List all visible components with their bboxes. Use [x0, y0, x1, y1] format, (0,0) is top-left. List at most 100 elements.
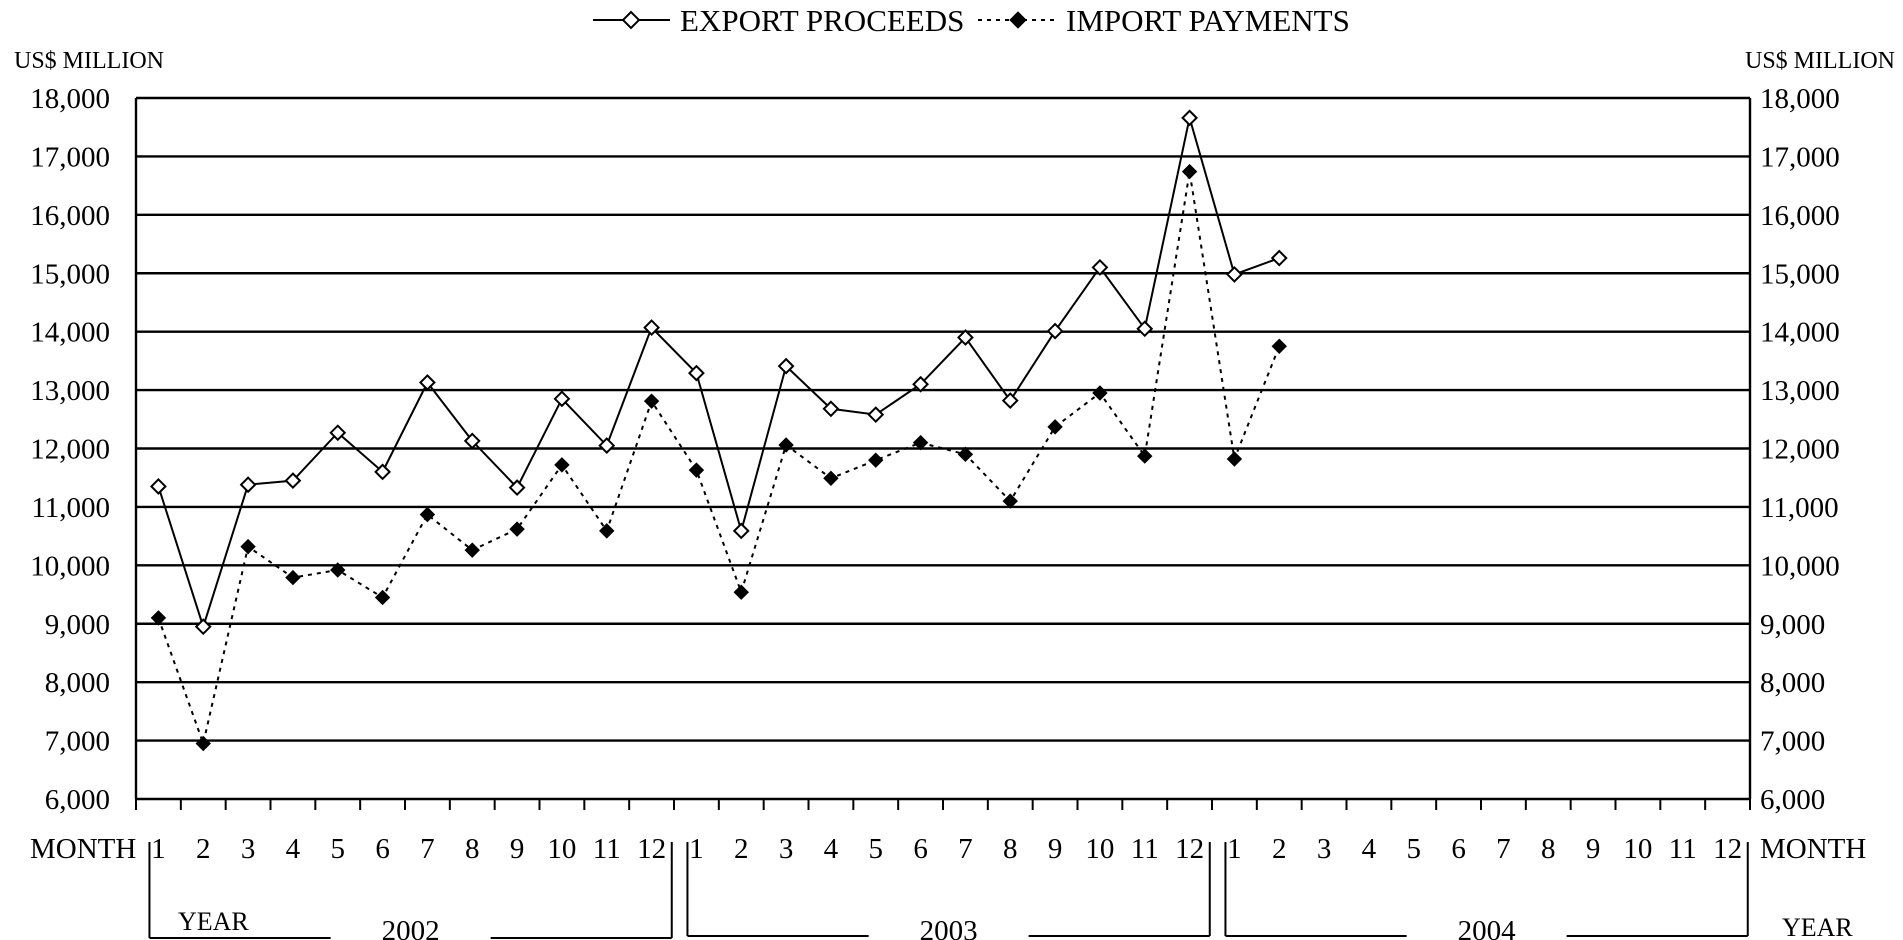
month-label-left: MONTH	[30, 833, 136, 865]
data-point	[778, 437, 794, 453]
data-point	[150, 478, 167, 495]
month-tick-label: 6	[375, 833, 390, 865]
month-tick-label: 4	[1362, 833, 1377, 865]
data-point	[464, 542, 480, 558]
y-tick-label-left: 9,000	[45, 609, 110, 641]
y-tick-label-right: 11,000	[1760, 492, 1839, 524]
y-tick-label-left: 15,000	[30, 258, 110, 290]
data-point	[1226, 451, 1243, 467]
data-point	[643, 393, 660, 409]
month-tick-label: 9	[510, 833, 525, 865]
y-tick-label-left: 17,000	[30, 141, 110, 173]
y-tick-label-left: 8,000	[45, 667, 110, 699]
month-tick-label: 2	[196, 833, 211, 865]
data-point	[1181, 109, 1198, 127]
data-point	[374, 463, 391, 481]
data-point	[957, 446, 974, 463]
legend-marker-export	[621, 10, 641, 30]
year-label: 2003	[920, 915, 978, 940]
month-tick-label: 3	[779, 833, 794, 865]
y-tick-label-left: 11,000	[31, 492, 110, 524]
month-label-right: MONTH	[1760, 833, 1866, 865]
month-tick-label: 7	[420, 833, 435, 865]
month-tick-label: 2	[1272, 833, 1287, 865]
data-point	[239, 476, 257, 494]
data-point	[598, 437, 616, 454]
month-tick-label: 8	[1541, 833, 1556, 865]
data-point	[374, 589, 391, 606]
data-point	[868, 452, 884, 468]
month-tick-label: 4	[824, 833, 839, 865]
data-point	[867, 406, 885, 424]
y-ticks-left: 6,000 7,000 8,000 9,000 10,000 11,000 12,000 13…	[30, 83, 110, 816]
y-tick-label-right: 12,000	[1760, 434, 1840, 466]
data-point	[329, 424, 347, 442]
series-export-proceeds	[150, 109, 1288, 636]
y-tick-label-right: 7,000	[1760, 726, 1825, 758]
data-point	[1271, 338, 1287, 354]
y-tick-label-right: 9,000	[1760, 609, 1825, 641]
data-point	[1047, 419, 1063, 435]
legend-marker-import	[1009, 11, 1027, 29]
data-point	[150, 610, 167, 626]
month-tick-label: 12	[637, 833, 666, 865]
x-ticks	[135, 799, 1751, 810]
data-point	[1092, 385, 1108, 401]
data-point	[1137, 448, 1153, 464]
month-tick-label: 3	[241, 833, 256, 865]
month-tick-label: 10	[1623, 833, 1652, 865]
data-point	[912, 434, 929, 451]
month-labels: 1 2 3 4 5 6 7 8 9 10 11 12 1 2 3 4 5 6 7 8 9 10 11 12 1 2 3 4 5 6 7 8 9 1…	[151, 833, 1742, 865]
data-point	[463, 432, 481, 450]
year-label: 2004	[1458, 915, 1517, 940]
data-point	[599, 523, 615, 539]
data-point	[553, 390, 571, 408]
y-axis-label-right: US$ MILLION	[1745, 48, 1895, 74]
y-tick-label-right: 18,000	[1760, 83, 1840, 115]
y-tick-label-right: 8,000	[1760, 667, 1825, 699]
y-tick-label-left: 18,000	[30, 83, 110, 115]
y-tick-label-right: 16,000	[1760, 200, 1840, 232]
legend-label-export: EXPORT PROCEEDS	[680, 3, 964, 38]
data-point	[1001, 392, 1019, 410]
y-tick-label-left: 14,000	[30, 317, 110, 349]
y-tick-label-right: 14,000	[1760, 317, 1840, 349]
month-tick-label: 8	[465, 833, 480, 865]
month-tick-label: 9	[1048, 833, 1063, 865]
gridlines	[134, 96, 1752, 801]
data-point	[284, 472, 302, 490]
data-point	[643, 319, 660, 336]
data-point	[330, 562, 346, 578]
legend-label-import: IMPORT PAYMENTS	[1066, 3, 1350, 38]
month-tick-label: 6	[913, 833, 928, 865]
data-point	[1226, 266, 1243, 283]
data-point	[508, 479, 526, 497]
month-tick-label: 12	[1713, 833, 1742, 865]
y-ticks-right: 6,000 7,000 8,000 9,000 10,000 11,000 12,000 13…	[1760, 83, 1840, 816]
month-tick-label: 11	[1669, 833, 1697, 865]
y-tick-label-left: 7,000	[45, 726, 110, 758]
data-point	[419, 374, 436, 391]
y-tick-label-left: 13,000	[30, 375, 110, 407]
data-point	[1181, 163, 1198, 180]
data-point	[554, 457, 570, 473]
data-point	[240, 538, 256, 555]
series-import-payments	[150, 163, 1287, 752]
data-point	[285, 569, 301, 586]
month-tick-label: 1	[689, 833, 704, 865]
data-point	[195, 735, 211, 752]
month-tick-label: 10	[547, 833, 576, 865]
data-point	[1270, 249, 1288, 267]
y-tick-label-left: 10,000	[30, 550, 110, 582]
year-label: 2002	[382, 915, 440, 940]
data-point	[957, 329, 974, 346]
year-label-left: YEAR	[178, 907, 249, 936]
data-point	[733, 584, 749, 600]
series-line	[157, 171, 1281, 748]
month-tick-label: 1	[1227, 833, 1242, 865]
data-point	[823, 470, 839, 487]
month-tick-label: 7	[958, 833, 973, 865]
month-tick-label: 3	[1317, 833, 1332, 865]
month-tick-label: 9	[1586, 833, 1601, 865]
y-axis-label-left: US$ MILLION	[14, 48, 164, 74]
